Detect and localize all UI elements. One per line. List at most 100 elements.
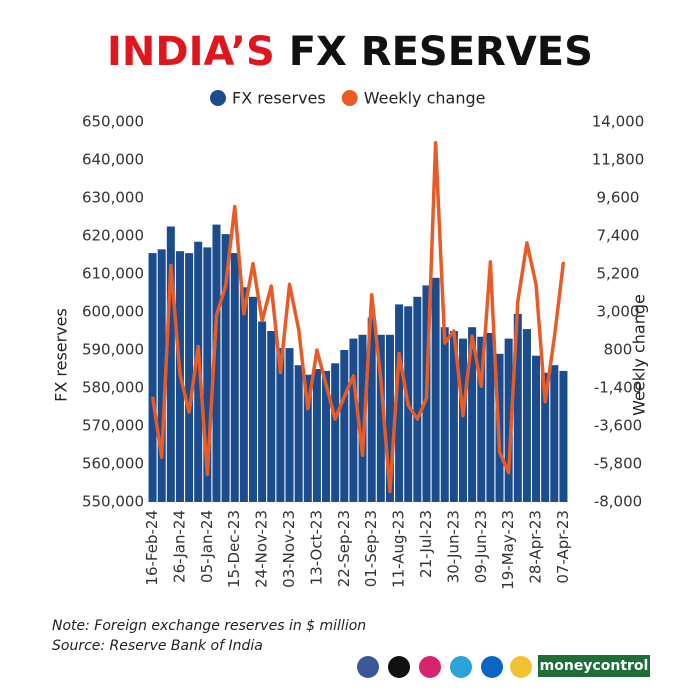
y2-tick-label: -5,800 — [594, 455, 642, 473]
y-tick-label: 590,000 — [82, 341, 144, 359]
x-tick-label: 30-Jun-23 — [444, 510, 462, 583]
y-axis-title: FX reserves — [52, 308, 71, 402]
y2-tick-label: 9,600 — [597, 189, 640, 207]
bar — [267, 331, 276, 502]
bar — [468, 327, 477, 502]
x-tick-label: 21-Jul-23 — [417, 510, 435, 578]
icon — [450, 656, 472, 678]
icon — [510, 656, 532, 678]
y-tick-label: 570,000 — [82, 417, 144, 435]
bar — [449, 331, 458, 502]
bar — [504, 338, 513, 502]
bar — [221, 234, 230, 502]
bar — [349, 338, 358, 502]
x-tick-label: 13-Oct-23 — [307, 510, 325, 585]
brand-box — [538, 655, 650, 677]
bar — [239, 287, 248, 502]
x-tick-label: 28-Apr-23 — [527, 510, 545, 584]
bar — [248, 296, 258, 502]
chart-title: INDIA’S FX RESERVES — [107, 29, 593, 75]
brand: moneycontrol — [540, 658, 649, 674]
x-tick-label: 15-Dec-23 — [225, 510, 243, 588]
x-tick-label: 03-Nov-23 — [280, 510, 298, 588]
bar — [431, 277, 440, 502]
y-tick-label: 650,000 — [82, 113, 144, 131]
bar — [367, 317, 376, 502]
x-tick-label: 09-Jun-23 — [472, 510, 490, 583]
bar — [486, 332, 495, 502]
bar — [541, 372, 550, 502]
y2-tick-label: 14,000 — [592, 113, 645, 131]
bar — [294, 365, 303, 502]
bar — [513, 313, 522, 502]
social-icons — [357, 656, 532, 678]
y-tick-label: 600,000 — [82, 303, 144, 321]
legend-marker — [341, 90, 358, 106]
bar — [303, 374, 312, 502]
bar — [358, 334, 367, 502]
bar — [258, 321, 267, 502]
y-tick-label: 550,000 — [82, 493, 144, 511]
x-tick-label: 01-Sep-23 — [362, 510, 380, 587]
y-tick-label: 610,000 — [82, 265, 144, 283]
bar — [559, 370, 568, 502]
title-highlight: INDIA’S — [107, 29, 275, 75]
y-tick-label: 580,000 — [82, 379, 144, 397]
bar — [194, 241, 203, 502]
bar — [185, 253, 194, 502]
note: Note: Foreign exchange reserves in $ mil… — [52, 618, 366, 634]
y-tick-label: 630,000 — [82, 189, 144, 207]
icon — [419, 656, 441, 678]
y2-tick-label: 11,800 — [592, 151, 645, 169]
bar — [376, 334, 385, 502]
bar — [212, 224, 221, 502]
x-tick-label: 24-Nov-23 — [253, 510, 271, 588]
bar — [322, 370, 331, 502]
line — [150, 140, 566, 494]
icon — [388, 656, 410, 678]
bar — [440, 327, 449, 502]
x-tick-label: 22-Sep-23 — [335, 510, 353, 587]
y-tick-label: 640,000 — [82, 151, 144, 169]
bar — [230, 253, 239, 502]
y-tick-label: 560,000 — [82, 455, 144, 473]
x-tick-label: 19-May-23 — [499, 510, 517, 590]
bar — [413, 296, 422, 502]
bar — [203, 247, 212, 502]
bar — [385, 334, 394, 502]
legend-label: FX reserves — [232, 89, 326, 108]
y-tick-label: 620,000 — [82, 227, 144, 245]
title-main: FX RESERVES — [289, 29, 593, 75]
x-tick-label: 16-Feb-24 — [143, 510, 161, 586]
x-tick-label: 07-Apr-23 — [554, 510, 572, 584]
bar — [340, 350, 349, 502]
y2-tick-label: -3,600 — [594, 417, 642, 435]
x-tick-label: 26-Jan-24 — [170, 510, 188, 583]
bar — [166, 226, 175, 502]
bar — [276, 348, 285, 502]
bar — [532, 355, 541, 502]
source: Source: Reserve Bank of India — [52, 638, 263, 654]
legend-marker — [210, 90, 226, 106]
legend-label: Weekly change — [364, 89, 486, 108]
y2-tick-label: -1,400 — [594, 379, 642, 397]
y2-tick-label: -8,000 — [594, 493, 642, 511]
icon — [481, 656, 503, 678]
x-tick-label: 11-Aug-23 — [390, 510, 408, 588]
bar — [285, 348, 294, 502]
y2-axis-title: Weekly change — [630, 294, 649, 416]
bar — [550, 365, 559, 502]
bar — [312, 369, 321, 502]
bar — [157, 249, 166, 502]
y2-tick-label: 3,000 — [597, 303, 640, 321]
bar — [148, 253, 157, 502]
bar — [522, 329, 531, 502]
bar — [458, 338, 468, 502]
y2-tick-label: 5,200 — [597, 265, 640, 283]
y2-tick-label: 800 — [604, 341, 633, 359]
icon — [357, 656, 379, 678]
bar — [395, 304, 404, 502]
bar — [477, 336, 486, 502]
x-tick-label: 05-Jan-24 — [198, 510, 216, 583]
